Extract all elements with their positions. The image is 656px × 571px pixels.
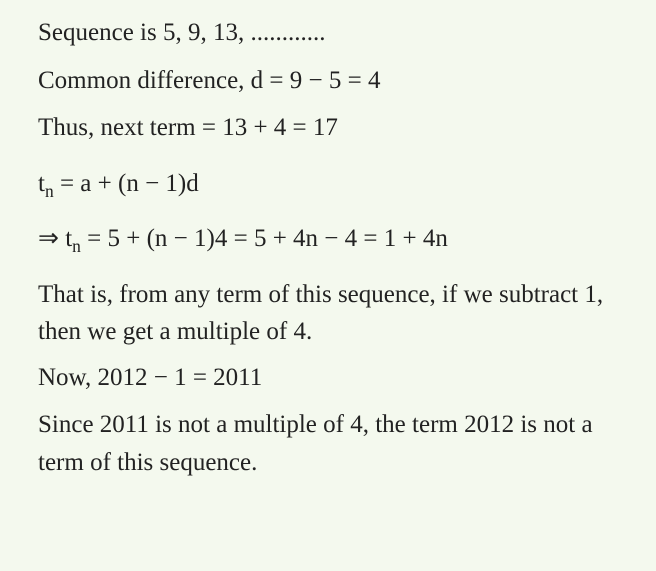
common-difference-line: Common difference, d = 9 − 5 = 4 [38, 62, 628, 100]
explanation-paragraph: That is, from any term of this sequence,… [38, 276, 628, 351]
next-term-line: Thus, next term = 13 + 4 = 17 [38, 109, 628, 147]
formula-line: tn = a + (n − 1)d [38, 165, 628, 203]
sequence-line: Sequence is 5, 9, 13, ............ [38, 14, 628, 52]
derivation-post: = 5 + (n − 1)4 = 5 + 4n − 4 = 1 + 4n [81, 225, 448, 252]
formula-subscript: n [45, 181, 54, 201]
formula-post: = a + (n − 1)d [54, 170, 199, 197]
derivation-subscript: n [72, 236, 81, 256]
derivation-pre: ⇒ t [38, 225, 72, 252]
conclusion-paragraph: Since 2011 is not a multiple of 4, the t… [38, 406, 628, 481]
derivation-line: ⇒ tn = 5 + (n − 1)4 = 5 + 4n − 4 = 1 + 4… [38, 220, 628, 258]
formula-pre: t [38, 170, 45, 197]
calculation-line: Now, 2012 − 1 = 2011 [38, 359, 628, 397]
